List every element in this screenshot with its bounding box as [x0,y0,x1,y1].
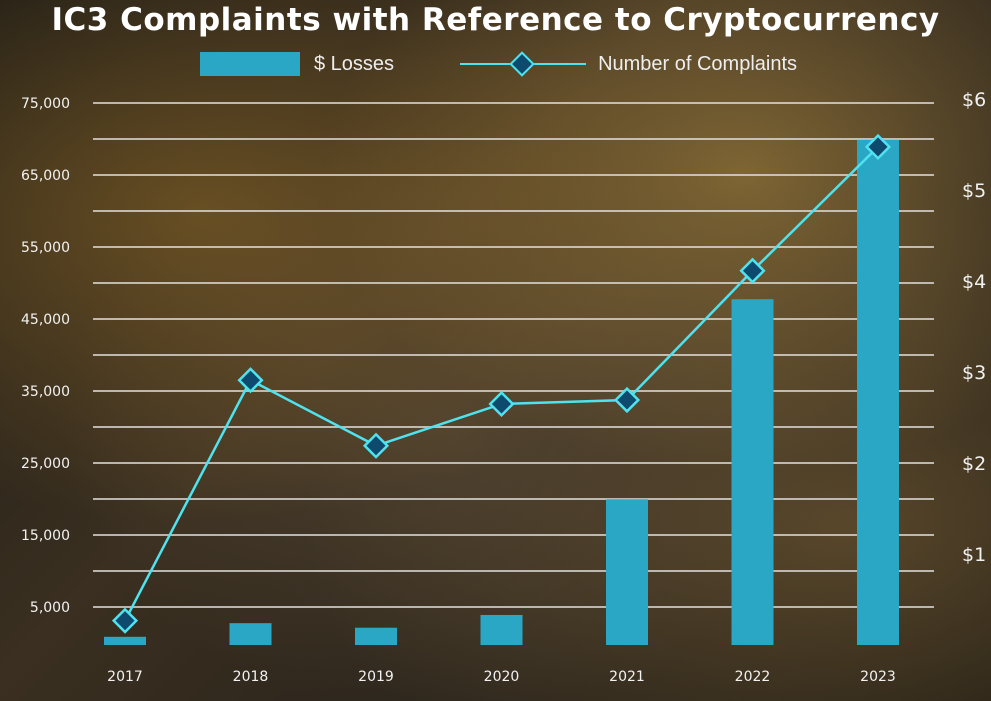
x-tick-label: 2021 [609,669,645,685]
x-tick-label: 2020 [484,669,520,685]
right-tick-label: $3 [962,362,986,384]
left-tick-label: 15,000 [21,528,70,544]
right-tick-label: $5 [962,180,986,202]
left-tick-label: 75,000 [21,96,70,112]
bar-losses-2023 [857,139,899,645]
right-tick-label: $4 [962,271,986,293]
bar-losses-2018 [229,623,272,645]
legend-bar-swatch [200,52,300,76]
point-complaints-2019 [362,432,390,459]
legend: $ Losses Number of Complaints [200,50,797,78]
left-tick-label: 35,000 [21,384,70,400]
legend-label-losses: $ Losses [314,52,395,75]
legend-label-complaints: Number of Complaints [598,52,798,75]
left-tick-label: 25,000 [21,456,70,472]
bar-losses-2017 [104,636,146,645]
point-complaints-2018 [237,367,264,394]
x-tick-label: 2018 [233,669,269,685]
point-complaints-2017 [111,607,139,634]
point-complaints-2021 [613,386,641,414]
left-tick-label: 55,000 [21,240,70,256]
point-complaints-2022 [739,257,766,284]
bar-losses-2019 [355,627,397,645]
chart-title: IC3 Complaints with Reference to Cryptoc… [51,2,940,38]
x-tick-label: 2017 [107,669,143,685]
x-tick-label: 2022 [735,669,771,685]
bar-losses-2022 [731,299,774,645]
left-tick-label: 5,000 [30,600,70,616]
bar-losses-2020 [480,614,523,645]
left-tick-label: 45,000 [21,312,70,328]
x-tick-label: 2019 [358,669,394,685]
legend-line-swatch [460,51,587,77]
left-tick-label: 65,000 [21,168,70,184]
point-complaints-2020 [488,390,515,418]
x-tick-label: 2023 [860,669,896,685]
right-tick-label: $1 [962,544,986,566]
point-complaints-2023 [864,133,892,161]
right-tick-label: $2 [962,453,986,475]
bar-losses-2021 [606,499,648,645]
right-tick-label: $6 [962,89,986,111]
